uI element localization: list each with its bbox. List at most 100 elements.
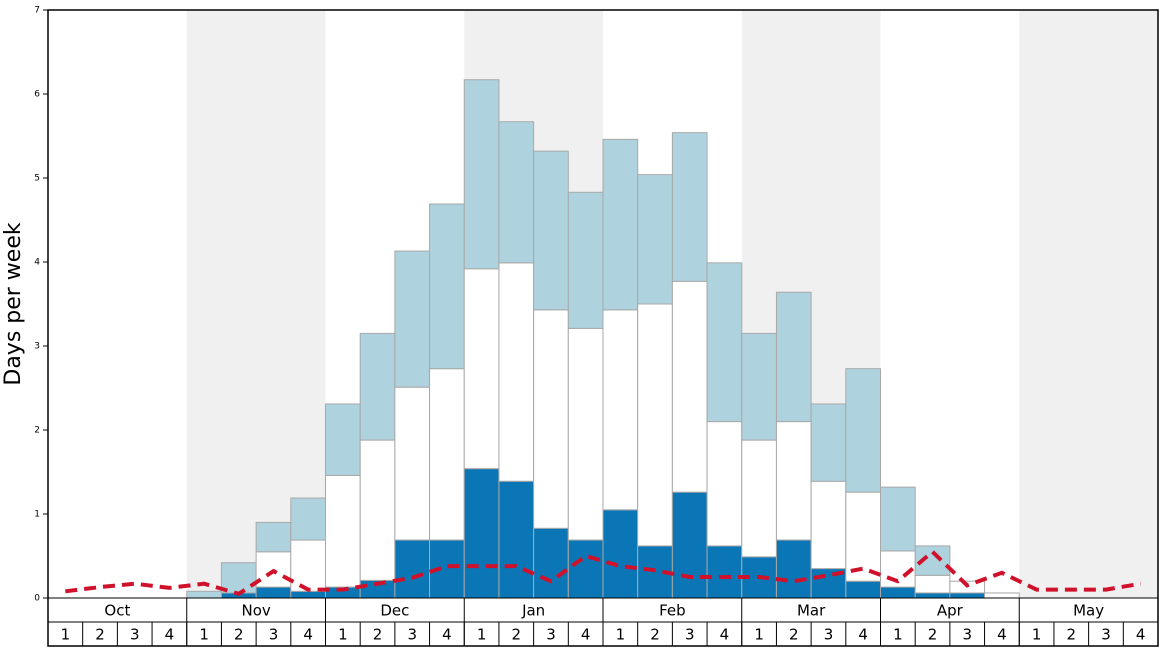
bar-segment <box>359 439 396 581</box>
bar-segment <box>429 368 465 541</box>
bar-segment <box>186 590 222 599</box>
bar-segment <box>359 332 396 441</box>
bar-segment <box>775 421 812 541</box>
y-tick-label: 5 <box>34 174 40 184</box>
month-label: Dec <box>380 602 409 620</box>
x-tick-label: 1 <box>616 626 626 644</box>
x-tick-label: 4 <box>303 626 313 644</box>
bar-segment <box>463 79 500 270</box>
month-label: Oct <box>104 602 130 620</box>
month-label: Feb <box>659 602 686 620</box>
bar-segment <box>706 545 743 599</box>
bar-segment <box>741 332 777 441</box>
bar-segment <box>429 203 465 370</box>
bar-segment <box>255 586 292 599</box>
bar-segment <box>880 586 916 599</box>
bar-segment <box>498 262 535 482</box>
y-axis-label: Days per week <box>1 222 26 385</box>
x-tick-label: 3 <box>407 626 417 644</box>
x-tick-label: 1 <box>338 626 348 644</box>
bar-segment <box>533 150 569 311</box>
bar-segment <box>706 262 743 423</box>
x-tick-label: 4 <box>858 626 868 644</box>
x-tick-label: 1 <box>893 626 903 644</box>
bar-segment <box>741 439 777 558</box>
x-tick-label: 2 <box>650 626 660 644</box>
x-tick-label: 2 <box>95 626 105 644</box>
month-label: Nov <box>241 602 270 620</box>
bar-segment <box>220 562 257 594</box>
bar-segment <box>880 486 916 552</box>
bar-segment <box>325 474 361 588</box>
bar-segment <box>394 386 431 541</box>
month-label: Apr <box>937 602 964 620</box>
bar-segment <box>845 580 881 599</box>
x-tick-label: 2 <box>928 626 938 644</box>
bar-segment <box>290 539 326 592</box>
bar-segment <box>775 291 812 423</box>
x-tick-label: 3 <box>685 626 695 644</box>
x-tick-label: 3 <box>269 626 279 644</box>
x-tick-label: 4 <box>1136 626 1146 644</box>
x-tick-label: 4 <box>720 626 730 644</box>
bar-segment <box>567 191 604 329</box>
bar-segment <box>984 592 1020 599</box>
bar-segment <box>949 592 986 599</box>
bar-segment <box>602 309 639 511</box>
x-tick-label: 1 <box>199 626 209 644</box>
bar-segment <box>394 250 431 388</box>
month-shade <box>1019 10 1158 598</box>
bar-segment <box>325 403 361 476</box>
bar-segment <box>671 132 708 282</box>
bar-segment <box>567 327 604 541</box>
trend-line <box>65 549 1142 596</box>
month-label: Mar <box>797 602 826 620</box>
bar-segment <box>498 121 535 264</box>
bar-segment <box>914 574 951 594</box>
x-tick-label: 3 <box>962 626 972 644</box>
bar-segment <box>810 480 847 570</box>
month-label: Jan <box>521 602 545 620</box>
x-tick-label: 3 <box>824 626 834 644</box>
x-tick-label: 4 <box>165 626 175 644</box>
x-tick-label: 4 <box>442 626 452 644</box>
bar-segment <box>567 539 604 599</box>
y-tick-label: 0 <box>34 594 40 604</box>
bar-segment <box>637 303 673 547</box>
month-label: May <box>1073 602 1104 620</box>
bar-segment <box>637 174 673 305</box>
bar-segment <box>671 280 708 493</box>
bar-segment <box>533 527 569 599</box>
bar-segment <box>463 468 500 599</box>
x-tick-label: 3 <box>1101 626 1111 644</box>
bar-segment <box>602 509 639 599</box>
bar-segment <box>706 421 743 547</box>
bar-segment <box>845 368 881 493</box>
y-tick-label: 3 <box>34 342 40 352</box>
bar-segment <box>255 521 292 553</box>
x-tick-label: 2 <box>1067 626 1077 644</box>
bar-segment <box>845 491 881 582</box>
bar-segment <box>394 539 431 599</box>
x-tick-label: 1 <box>754 626 764 644</box>
x-tick-label: 2 <box>234 626 244 644</box>
bar-segment <box>463 268 500 470</box>
bar-segment <box>914 592 951 599</box>
bar-segment <box>290 497 326 541</box>
bar-segment <box>290 590 326 599</box>
x-tick-label: 3 <box>130 626 140 644</box>
bar-segment <box>533 309 569 529</box>
y-tick-label: 4 <box>34 258 40 268</box>
x-tick-label: 2 <box>373 626 383 644</box>
bar-segment <box>602 138 639 311</box>
x-tick-label: 4 <box>581 626 591 644</box>
x-tick-label: 3 <box>546 626 556 644</box>
x-tick-label: 4 <box>997 626 1007 644</box>
bar-segment <box>775 539 812 599</box>
y-tick-label: 1 <box>34 510 40 520</box>
y-tick-label: 2 <box>34 426 40 436</box>
x-tick-label: 1 <box>477 626 487 644</box>
x-tick-label: 2 <box>789 626 799 644</box>
bar-segment <box>810 403 847 482</box>
